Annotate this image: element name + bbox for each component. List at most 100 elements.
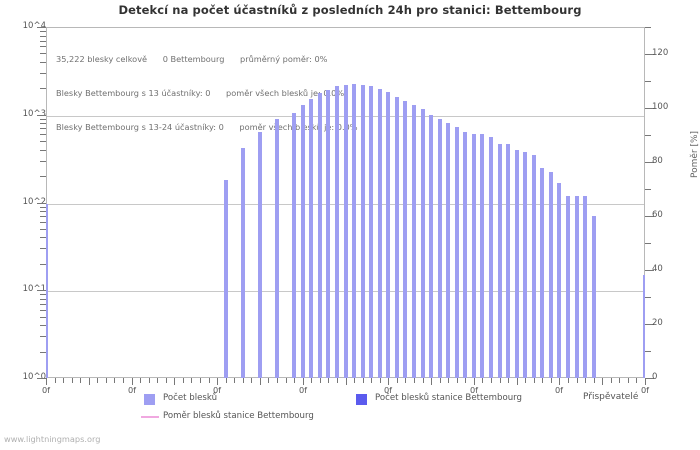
y-axis-right-tick-label: 40 (652, 264, 663, 274)
x-axis-tick (559, 378, 560, 385)
x-axis-tick (286, 378, 287, 383)
bar (583, 195, 587, 378)
bar (506, 144, 510, 378)
x-axis-tick (594, 378, 595, 383)
y-axis-left-minor-tick (40, 228, 46, 230)
bar (643, 274, 645, 378)
x-axis-tick-label: 0f (554, 385, 564, 395)
y-axis-left-tick-label: 10^1 (22, 284, 46, 295)
x-axis-tick (380, 378, 381, 383)
x-axis-tick (457, 378, 458, 383)
bar (309, 99, 313, 378)
bar (369, 86, 373, 378)
bar (566, 195, 570, 378)
bar (46, 204, 48, 378)
y-axis-left-minor-tick (40, 216, 46, 218)
x-axis-tick-label: 0f (212, 385, 222, 395)
bar (352, 83, 356, 378)
bar (549, 172, 553, 378)
y-axis-right-tick (645, 324, 654, 325)
y-axis-right-tick (645, 54, 654, 55)
y-axis-right-tick (645, 162, 654, 163)
bar (446, 123, 450, 378)
legend-swatch-station (356, 394, 367, 405)
y-axis-right-tick-label: 80 (652, 156, 663, 166)
x-axis-tick-label: 0f (383, 385, 393, 395)
x-axis-tick (311, 378, 312, 383)
y-axis-right-tick (645, 216, 654, 217)
y-axis-left-minor-tick (40, 128, 46, 130)
x-axis-tick (294, 378, 295, 383)
y-axis-left-minor-tick (40, 40, 46, 42)
x-axis-tick (611, 378, 612, 383)
y-axis-left-tick-label: 10^3 (22, 108, 46, 119)
y-axis-left-tick (37, 290, 46, 292)
x-axis-tick (388, 378, 389, 385)
bar (275, 118, 279, 378)
x-axis-tick (80, 378, 81, 383)
x-axis-tick (551, 378, 552, 383)
x-axis-tick (636, 378, 637, 383)
y-axis-right-tick (645, 378, 654, 379)
page-title: Detekcí na počet účastníků z posledních … (118, 3, 582, 17)
x-axis-tick (234, 378, 235, 383)
x-axis-tick (89, 378, 90, 385)
y-axis-left-tick (37, 378, 46, 379)
x-axis-tick (448, 378, 449, 383)
x-axis-tick (268, 378, 269, 383)
x-axis-tick-label: 0f (41, 385, 51, 395)
bar (532, 154, 536, 378)
y-axis-left-minor-tick (40, 123, 46, 125)
y-axis-right-tick (645, 270, 654, 271)
watermark-text: www.lightningmaps.org (4, 434, 101, 444)
bar (258, 131, 262, 378)
x-axis-tick (354, 378, 355, 383)
x-axis-tick (346, 378, 347, 385)
x-axis-tick (217, 378, 218, 385)
y-axis-left-minor-tick (40, 237, 46, 239)
bar (386, 92, 390, 378)
y-axis-left-tick-label: 10^2 (22, 196, 46, 207)
y-axis-right-tick (645, 135, 651, 136)
bar (592, 216, 596, 378)
x-axis-tick (491, 378, 492, 383)
x-axis-tick (405, 378, 406, 383)
x-axis-tick (166, 378, 167, 383)
x-axis-tick (534, 378, 535, 383)
bar (515, 149, 519, 378)
x-axis-tick (72, 378, 73, 383)
bar (378, 89, 382, 378)
x-axis-tick-label: 0f (640, 385, 650, 395)
y-axis-left-minor-tick (40, 263, 46, 265)
bar (463, 131, 467, 378)
y-axis-left-minor-tick (40, 46, 46, 48)
y-axis-left-minor-tick (40, 118, 46, 120)
x-axis-tick (525, 378, 526, 383)
x-axis-tick (337, 378, 338, 383)
x-axis-tick (568, 378, 569, 383)
y-axis-left-minor-tick (40, 160, 46, 162)
legend-label-ratio: Poměr blesků stanice Bettembourg (163, 411, 314, 421)
y-axis-right-tick (645, 27, 651, 28)
x-axis-tick (260, 378, 261, 385)
bar (335, 86, 339, 378)
legend-line-ratio (141, 416, 159, 418)
y-axis-right-tick (645, 108, 654, 109)
bars-layer (46, 27, 645, 378)
x-axis-tick (123, 378, 124, 383)
x-axis-tick (628, 378, 629, 383)
x-axis-tick (226, 378, 227, 383)
y-axis-left-minor-tick (40, 294, 46, 296)
bar (292, 112, 296, 378)
x-axis-tick (277, 378, 278, 383)
y-axis-right-tick-label: 100 (652, 102, 669, 112)
x-axis-tick (585, 378, 586, 383)
x-axis-tick (63, 378, 64, 383)
x-axis-tick (517, 378, 518, 385)
y-axis-left-minor-tick (40, 303, 46, 305)
bar (241, 147, 245, 378)
bar (523, 151, 527, 378)
y-axis-left-minor-tick (40, 31, 46, 32)
x-axis-tick (500, 378, 501, 383)
bar (438, 118, 442, 378)
